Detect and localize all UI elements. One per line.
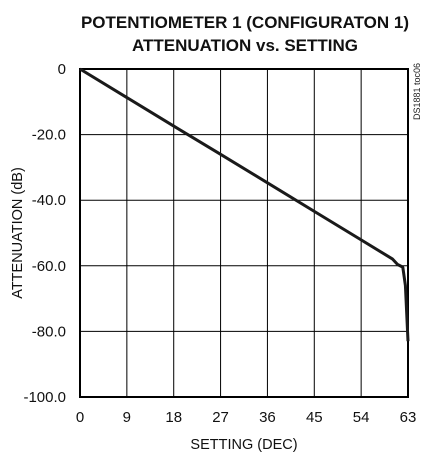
x-tick-label: 0 [76,409,84,426]
y-tick-label: -40.0 [32,192,66,209]
x-axis-label: SETTING (DEC) [190,437,297,453]
x-tick-label: 18 [165,409,182,426]
x-tick-label: 9 [123,409,131,426]
y-axis-ticks: 0 -20.0 -40.0 -60.0 -80.0 -100.0 [23,61,66,406]
grid [80,69,408,397]
y-tick-label: -100.0 [23,389,66,406]
series-line [79,67,410,342]
y-tick-label: 0 [58,61,66,78]
series-layer [79,67,410,342]
plot-frame [79,68,409,398]
y-tick-label: -20.0 [32,127,66,144]
x-tick-label: 45 [306,409,323,426]
x-tick-label: 63 [400,409,417,426]
x-tick-label: 27 [212,409,229,426]
y-tick-label: -80.0 [32,323,66,340]
y-tick-label: -60.0 [32,258,66,275]
x-tick-label: 36 [259,409,276,426]
chart-subtitle: ATTENUATION vs. SETTING [132,36,358,55]
x-axis-ticks: 0 9 18 27 36 45 54 63 [76,409,417,426]
chart-title: POTENTIOMETER 1 (CONFIGURATON 1) [81,13,409,32]
y-axis-label: ATTENUATION (dB) [10,167,26,299]
figure-code: DS1881 toc06 [412,63,422,120]
x-tick-label: 54 [353,409,370,426]
